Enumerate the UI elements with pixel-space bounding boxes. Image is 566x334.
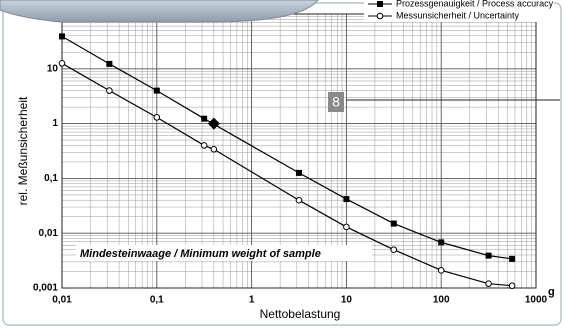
y-tick-label: 0,01 — [39, 228, 59, 239]
data-point — [295, 196, 303, 204]
x-tick-label: 0,1 — [150, 295, 164, 306]
legend-box — [364, 0, 554, 22]
y-tick-label: 1 — [52, 118, 58, 129]
data-point — [106, 60, 113, 67]
data-point — [509, 255, 516, 262]
plot-background — [62, 14, 536, 288]
data-point — [390, 220, 397, 227]
x-tick-label: 1 — [249, 295, 255, 306]
x-tick-label: 0,01 — [52, 295, 72, 306]
data-point — [210, 145, 218, 153]
data-point — [58, 59, 66, 67]
x-unit: g — [548, 286, 555, 298]
data-point — [485, 252, 492, 259]
data-point — [390, 246, 398, 253]
data-point — [438, 239, 445, 246]
data-point — [200, 142, 208, 149]
data-point — [508, 282, 516, 290]
banner — [0, 0, 319, 23]
legend: Prozessgenauigkeit / Process accuracy Mes… — [368, 0, 554, 20]
highlight-point — [207, 117, 220, 130]
data-point — [153, 114, 161, 121]
data-point — [201, 115, 208, 122]
x-axis-label: Nettobelastung — [260, 307, 341, 321]
legend-label: Prozessgenauigkeit / Process accuracy — [396, 0, 554, 8]
data-point — [295, 169, 302, 176]
x-tick-label: 10 — [341, 295, 353, 306]
data-point — [485, 280, 492, 287]
x-tick-label: 100 — [433, 295, 450, 306]
y-tick-label: 0,001 — [33, 283, 58, 294]
min-weight-label: Mindesteinwaage / Minimum weight of samp… — [80, 248, 321, 260]
min-weight-box — [76, 245, 372, 261]
data-point — [343, 196, 350, 203]
y-tick-label: 10 — [47, 63, 59, 74]
data-point — [343, 223, 350, 231]
x-tick-label: 1000 — [525, 295, 548, 306]
callout-label: 8 — [332, 94, 340, 110]
legend-marker — [377, 1, 383, 7]
data-point — [106, 87, 113, 94]
plot-area: 0,01 0,1 1 10 100 10000,0010,010,11108Mindest… — [33, 13, 560, 306]
y-tick-label: 0,1 — [44, 173, 58, 184]
series-line — [61, 35, 513, 260]
data-point — [59, 33, 65, 40]
legend-label: Messunsicherheit / Uncertainty — [396, 10, 520, 20]
y-axis-label: rel. Meßunsicherheit — [16, 96, 30, 205]
legend-marker — [376, 12, 384, 20]
data-point — [437, 267, 445, 274]
callout-box — [328, 92, 344, 112]
plot-border — [61, 13, 537, 289]
data-point — [153, 87, 160, 94]
